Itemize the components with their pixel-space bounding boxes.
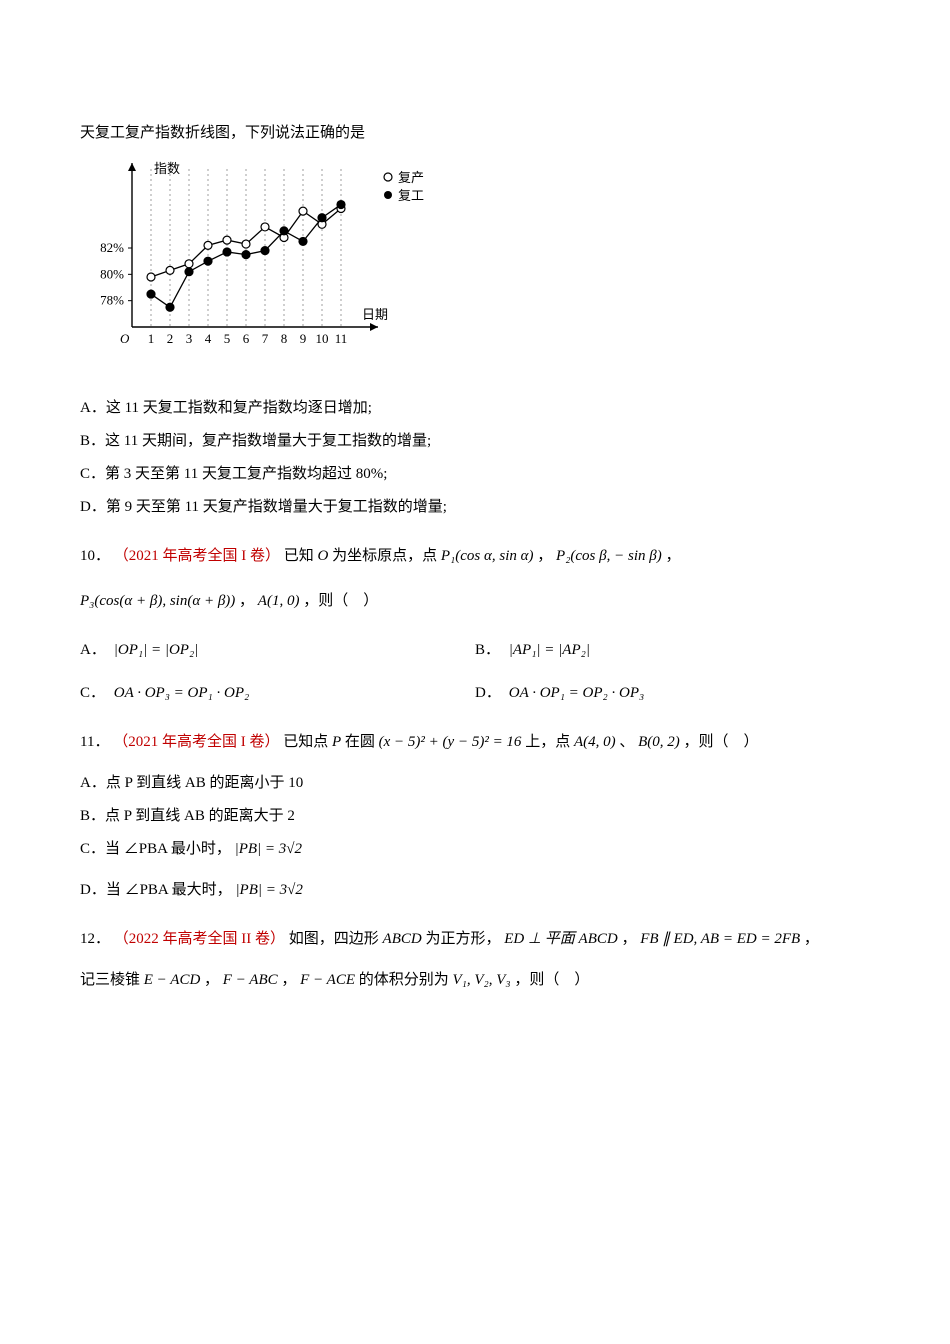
q12-c1: ， xyxy=(204,972,219,988)
q10-tail: ，则（ ） xyxy=(303,593,378,609)
chart-container: 78% 80% 82% 123456789 10 11 O 指数日期 复产复工 xyxy=(80,155,870,375)
q10-opt-c: C． OA · OP₃ = OP₁ · OP₂ xyxy=(80,680,475,707)
q10-d-label: D． xyxy=(475,680,505,707)
svg-text:复工: 复工 xyxy=(398,188,424,203)
svg-text:6: 6 xyxy=(243,331,250,346)
q12-perp: ED ⊥ 平面 ABCD xyxy=(504,931,617,947)
q10-b-label: B． xyxy=(475,637,505,664)
q10-opt-d: D． OA · OP₁ = OP₂ · OP₃ xyxy=(475,680,870,707)
q9-option-b: B．这 11 天期间，复产指数增量大于复工指数的增量; xyxy=(80,428,870,455)
q10-c-label: C． xyxy=(80,680,110,707)
q10-a-expr: |OP₁| = |OP₂| xyxy=(114,642,199,658)
q11-Bpt: B(0, 2) xyxy=(638,734,680,750)
q12-comma: ， xyxy=(621,931,636,947)
q10-source: （2021 年高考全国 I 卷） xyxy=(114,548,280,564)
q10-d-expr: OA · OP₁ = OP₂ · OP₃ xyxy=(509,685,644,701)
svg-text:11: 11 xyxy=(335,331,348,346)
q12-FACE: F − ACE xyxy=(300,972,355,988)
svg-text:9: 9 xyxy=(300,331,307,346)
q10-c3: ， xyxy=(239,593,254,609)
svg-text:O: O xyxy=(120,331,130,346)
q11-d-eq: |PB| = 3√2 xyxy=(235,882,302,898)
line-chart: 78% 80% 82% 123456789 10 11 O 指数日期 复产复工 xyxy=(80,155,470,365)
svg-text:5: 5 xyxy=(224,331,231,346)
q12-line2a: 记三棱锥 xyxy=(80,972,140,988)
q12-para: FB ∥ ED, AB = ED = 2FB xyxy=(640,931,800,947)
q12-source: （2022 年高考全国 II 卷） xyxy=(114,931,285,947)
q11-dot: 、 xyxy=(619,734,634,750)
q10-A: A(1, 0) xyxy=(258,593,300,609)
q11-tail: ，则（ ） xyxy=(684,734,759,750)
q11-num: 11． xyxy=(80,734,109,750)
q11-stem-c: 上，点 xyxy=(525,734,570,750)
q12-FABC: F − ABC xyxy=(223,972,278,988)
q10-stem-b: 为坐标原点，点 xyxy=(332,548,437,564)
q10-P1: P₁(cos α, sin α) xyxy=(441,548,534,564)
q12-line2b: 的体积分别为 xyxy=(359,972,449,988)
svg-text:指数: 指数 xyxy=(154,161,180,176)
q11-stem-b: 在圆 xyxy=(345,734,375,750)
q10-P3: P₃(cos(α + β), sin(α + β)) xyxy=(80,593,235,609)
q12-tail: ，则（ ） xyxy=(514,972,589,988)
q12-comma2: ， xyxy=(804,931,819,947)
svg-text:80%: 80% xyxy=(100,266,124,281)
q11-opt-b: B．点 P 到直线 AB 的距离大于 2 xyxy=(80,803,870,830)
q12-EACD: E − ACD xyxy=(144,972,201,988)
q10-num: 10． xyxy=(80,548,110,564)
q10-P2: P₂(cos β, − sin β) xyxy=(556,548,662,564)
q10-stem-a: 已知 xyxy=(284,548,314,564)
svg-text:日期: 日期 xyxy=(362,307,388,322)
q11-source: （2021 年高考全国 I 卷） xyxy=(113,734,279,750)
q12-V: V₁, V₂, V₃ xyxy=(453,972,511,988)
q10-a-label: A． xyxy=(80,637,110,664)
svg-text:1: 1 xyxy=(148,331,155,346)
q10-c-expr: OA · OP₃ = OP₁ · OP₂ xyxy=(114,685,249,701)
q10-c1: ， xyxy=(537,548,552,564)
q11-stem-a: 已知点 xyxy=(283,734,328,750)
q11-c-pre: C．当 ∠PBA 最小时， xyxy=(80,841,231,857)
q11-c-eq: |PB| = 3√2 xyxy=(235,841,302,857)
q10-O: O xyxy=(318,548,329,564)
q11-opt-c: C．当 ∠PBA 最小时， |PB| = 3√2 xyxy=(80,836,870,863)
svg-text:2: 2 xyxy=(167,331,174,346)
q10-c2: ， xyxy=(665,548,680,564)
q9-option-d: D．第 9 天至第 11 天复产指数增量大于复工指数的增量; xyxy=(80,494,870,521)
q9-option-c: C．第 3 天至第 11 天复工复产指数均超过 80%; xyxy=(80,461,870,488)
question-12: 12． （2022 年高考全国 II 卷） 如图，四边形 ABCD 为正方形， … xyxy=(80,926,870,994)
svg-text:7: 7 xyxy=(262,331,269,346)
svg-text:复产: 复产 xyxy=(398,170,424,185)
q10-opt-a: A． |OP₁| = |OP₂| xyxy=(80,637,475,664)
svg-text:3: 3 xyxy=(186,331,193,346)
q10-opt-b: B． |AP₁| = |AP₂| xyxy=(475,637,870,664)
q11-opt-d: D．当 ∠PBA 最大时， |PB| = 3√2 xyxy=(80,877,870,904)
q12-c2: ， xyxy=(281,972,296,988)
q12-stem-a: 如图，四边形 xyxy=(289,931,379,947)
svg-text:4: 4 xyxy=(205,331,212,346)
svg-text:10: 10 xyxy=(316,331,329,346)
q11-Apt: A(4, 0) xyxy=(574,734,616,750)
svg-text:82%: 82% xyxy=(100,240,124,255)
q9-option-a: A．这 11 天复工指数和复产指数均逐日增加; xyxy=(80,395,870,422)
q12-stem-b: 为正方形， xyxy=(425,931,500,947)
q11-circle: (x − 5)² + (y − 5)² = 16 xyxy=(379,734,522,750)
question-11: 11． （2021 年高考全国 I 卷） 已知点 P 在圆 (x − 5)² +… xyxy=(80,729,870,904)
q12-num: 12． xyxy=(80,931,110,947)
svg-text:8: 8 xyxy=(281,331,288,346)
svg-text:78%: 78% xyxy=(100,293,124,308)
q10-b-expr: |AP₁| = |AP₂| xyxy=(509,642,590,658)
q11-d-pre: D．当 ∠PBA 最大时， xyxy=(80,882,232,898)
q11-opt-a: A．点 P 到直线 AB 的距离小于 10 xyxy=(80,770,870,797)
q12-ABCD: ABCD xyxy=(383,931,422,947)
intro-text: 天复工复产指数折线图，下列说法正确的是 xyxy=(80,120,870,147)
q11-P: P xyxy=(332,734,341,750)
question-10: 10． （2021 年高考全国 I 卷） 已知 O 为坐标原点，点 P₁(cos… xyxy=(80,543,870,707)
